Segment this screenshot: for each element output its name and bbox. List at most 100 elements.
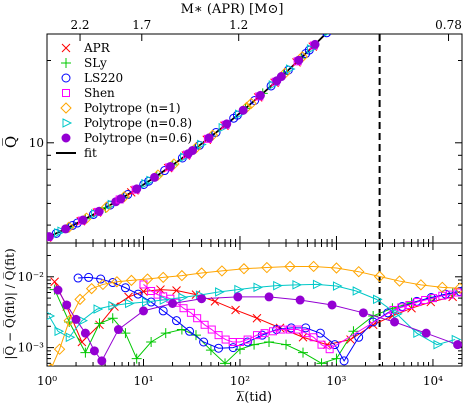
series-marker-square	[277, 325, 286, 334]
series-line-x	[54, 281, 453, 346]
top-axis-tick-label: 2.2	[70, 18, 89, 32]
series-marker-triangle	[108, 300, 118, 311]
top-marker-filled-circle	[78, 215, 88, 225]
top-axis-tick-label: 1.7	[132, 18, 151, 32]
series-marker-triangle	[433, 339, 444, 350]
series-marker-triangle	[47, 311, 56, 321]
legend-label: SLy	[84, 56, 107, 70]
series-marker-plus	[176, 324, 187, 335]
series-line-plus	[54, 289, 453, 365]
series-marker-square	[445, 290, 454, 299]
series-marker-triangle	[65, 332, 76, 343]
series-marker-square	[301, 329, 310, 338]
top-axis-tick-label: 0.78	[435, 18, 462, 32]
series-marker-circle	[199, 337, 209, 347]
series-marker-circle	[368, 317, 378, 327]
series-marker-square	[397, 303, 406, 312]
series-marker-filled-circle	[390, 317, 400, 327]
top-marker-triangle	[285, 64, 296, 74]
series-marker-x	[50, 277, 59, 287]
series-marker-plus	[160, 328, 171, 339]
series-marker-filled-circle	[358, 308, 368, 318]
series-marker-filled-circle	[168, 298, 178, 308]
x-tick-label: 10⁰	[37, 374, 57, 388]
series-marker-diamond	[284, 260, 296, 273]
series-marker-x	[231, 305, 240, 315]
top-marker-filled-circle	[116, 194, 126, 204]
series-marker-x	[368, 320, 378, 330]
series-marker-triangle	[93, 304, 104, 314]
y-tick-label-bottom: 10⁻²	[18, 270, 45, 284]
top-marker-filled-circle	[328, 23, 336, 31]
top-marker-filled-circle	[276, 72, 286, 82]
series-marker-plus	[80, 347, 91, 358]
series-marker-circle	[383, 308, 393, 318]
series-marker-filled-circle	[71, 314, 81, 324]
top-marker-filled-circle	[132, 184, 142, 194]
series-marker-square	[214, 331, 223, 340]
x-tick-label: 10⁴	[423, 374, 443, 388]
series-marker-square	[252, 331, 261, 340]
series-marker-circle	[84, 272, 94, 282]
x-tick-label: 10¹	[133, 374, 153, 388]
series-marker-square	[235, 338, 244, 347]
top-marker-diamond	[331, 18, 341, 28]
series-marker-circle	[315, 328, 325, 338]
series-marker-diamond	[97, 278, 109, 291]
series-marker-square	[428, 294, 437, 303]
top-marker-filled-circle	[345, 5, 353, 13]
top-marker-filled-circle	[238, 105, 248, 115]
series-marker-plus	[107, 313, 118, 324]
series-marker-triangle	[215, 287, 225, 297]
series-marker-diamond	[330, 262, 343, 274]
series-marker-plus	[190, 330, 201, 341]
series-marker-filled-circle	[197, 294, 207, 304]
top-marker-diamond	[100, 201, 113, 213]
series-marker-filled-circle	[53, 285, 63, 295]
series-marker-square	[139, 280, 148, 289]
top-marker-circle	[67, 220, 77, 230]
top-marker-filled-circle	[255, 90, 265, 100]
series-marker-circle	[354, 332, 364, 342]
series-marker-diamond	[216, 265, 228, 277]
series-marker-plus	[316, 358, 327, 366]
series-marker-diamond	[125, 274, 138, 287]
series-marker-diamond	[307, 260, 320, 273]
series-marker-diamond	[157, 271, 169, 284]
legend-symbol-circle	[61, 73, 71, 83]
series-marker-triangle	[292, 280, 303, 290]
series-marker-diamond	[393, 275, 406, 287]
series-marker-diamond	[238, 263, 250, 275]
series-marker-filled-circle	[421, 328, 431, 338]
tick-labels: 10⁰ 10¹ 10² 10³ 10⁴ 10⁻³ 10⁻² 10 2.2 1.7 1.2 0.78	[18, 18, 462, 388]
legend-label: Shen	[84, 86, 115, 100]
x-tick-label: 10²	[230, 374, 250, 388]
series-marker-circle	[286, 323, 296, 333]
top-marker-filled-circle	[294, 55, 304, 65]
series-marker-square	[421, 296, 430, 305]
series-marker-filled-circle	[97, 356, 107, 366]
series-marker-filled-circle	[138, 306, 148, 316]
series-marker-square	[309, 333, 318, 342]
legend-label: Polytrope (n=0.8)	[84, 116, 192, 130]
series-marker-square	[269, 327, 278, 336]
series-marker-diamond	[176, 269, 188, 282]
top-marker-x	[343, 8, 351, 16]
series-marker-circle	[214, 343, 224, 353]
series-marker-square	[243, 335, 252, 344]
top-marker-plus	[330, 20, 340, 30]
series-marker-plus	[205, 345, 216, 356]
y-tick-label-top: 10	[29, 136, 44, 150]
x-tick-label: 10³	[326, 374, 346, 388]
series-marker-square	[286, 325, 295, 334]
top-marker-filled-circle	[61, 224, 71, 234]
series-marker-triangle	[332, 281, 343, 291]
series-marker-x	[77, 337, 87, 347]
top-marker-circle	[357, 0, 365, 1]
series-marker-diamond	[373, 270, 386, 283]
series-marker-filled-circle	[453, 340, 462, 350]
series-marker-triangle	[178, 292, 189, 303]
series-marker-triangle	[142, 297, 152, 307]
series-marker-square	[200, 320, 209, 329]
